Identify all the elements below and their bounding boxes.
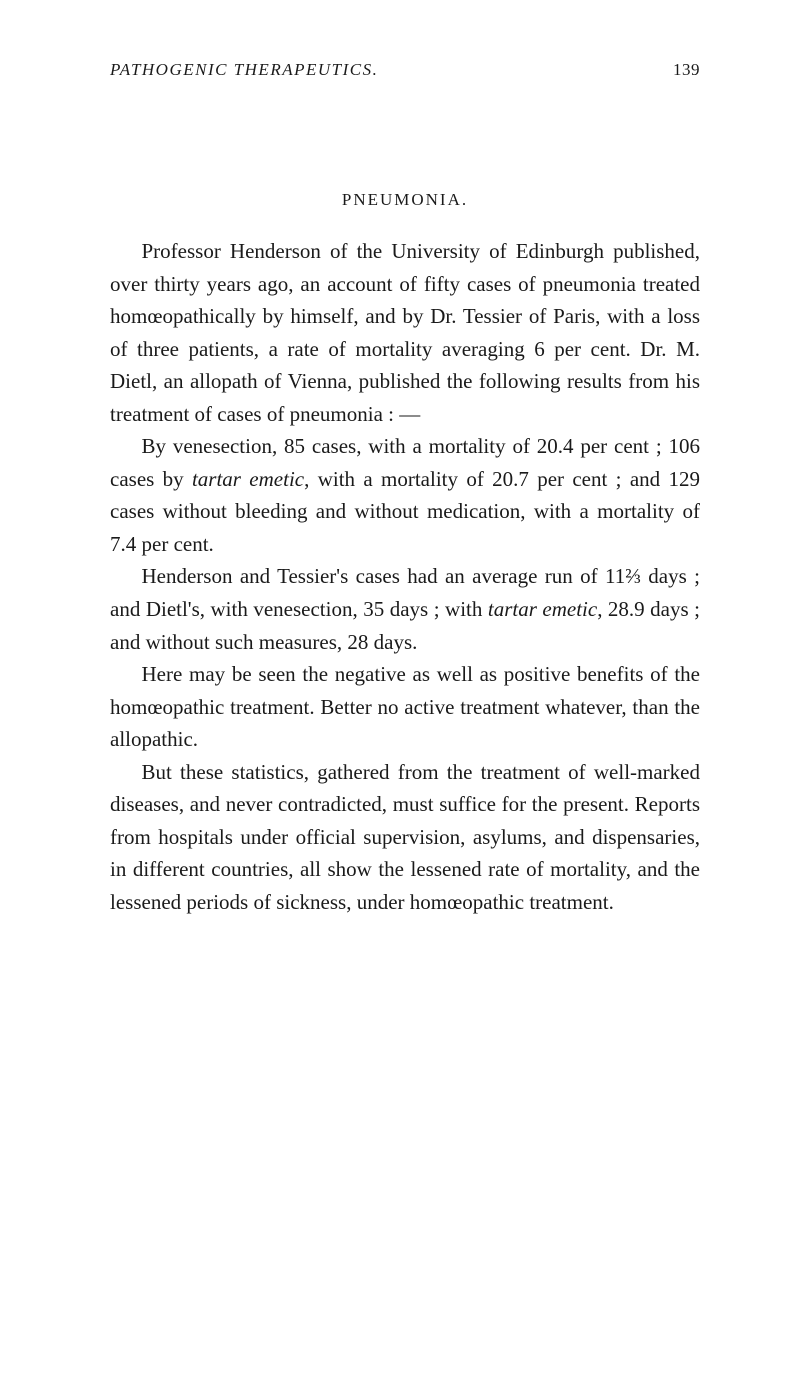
para4-text: Here may be seen the negative as well as… xyxy=(110,662,700,751)
body-text: Professor Henderson of the University of… xyxy=(110,235,700,918)
para3-italic-1: tartar emetic xyxy=(488,597,597,621)
paragraph-1: Professor Henderson of the University of… xyxy=(110,235,700,430)
section-title: PNEUMONIA. xyxy=(110,190,700,210)
para1-text: Professor Henderson of the University of… xyxy=(110,239,700,426)
page-container: PATHOGENIC THERAPEUTICS. 139 PNEUMONIA. … xyxy=(0,0,800,978)
running-header-title: PATHOGENIC THERAPEUTICS. xyxy=(110,60,378,80)
page-number: 139 xyxy=(673,60,700,80)
para5-text: But these statistics, gathered from the … xyxy=(110,760,700,914)
page-header: PATHOGENIC THERAPEUTICS. 139 xyxy=(110,60,700,80)
paragraph-3: Henderson and Tessier's cases had an ave… xyxy=(110,560,700,658)
paragraph-5: But these statistics, gathered from the … xyxy=(110,756,700,919)
paragraph-2: By venesection, 85 cases, with a mortali… xyxy=(110,430,700,560)
para2-italic-1: tartar emetic xyxy=(192,467,304,491)
paragraph-4: Here may be seen the negative as well as… xyxy=(110,658,700,756)
